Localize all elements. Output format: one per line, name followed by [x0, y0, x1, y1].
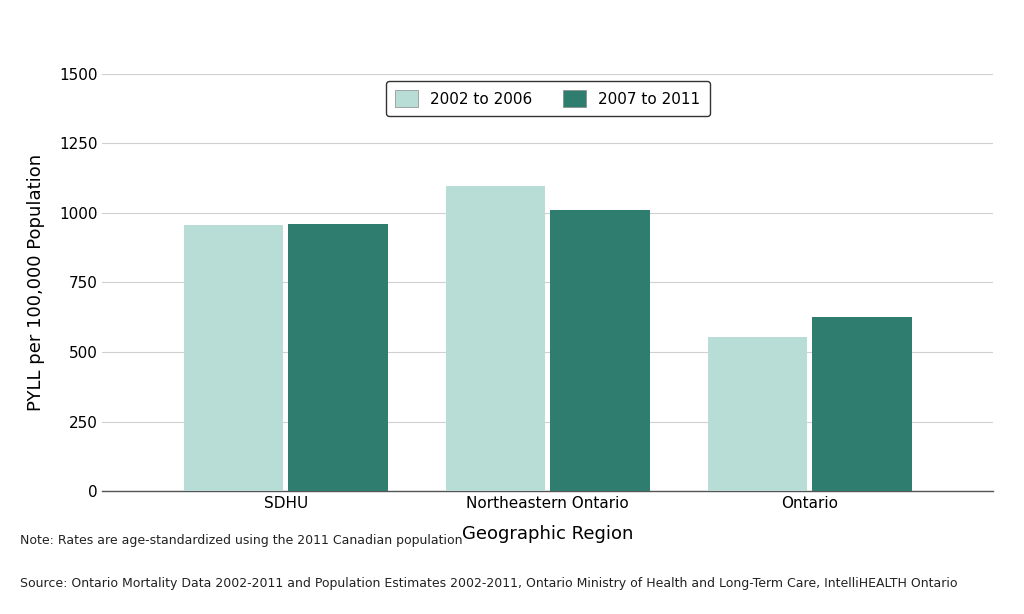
Y-axis label: PYLL per 100,000 Population: PYLL per 100,000 Population [28, 154, 45, 411]
Bar [812, 317, 912, 491]
Bar [445, 187, 545, 491]
Bar [289, 224, 388, 491]
Legend: 2002 to 2006, 2007 to 2011: 2002 to 2006, 2007 to 2011 [386, 81, 710, 116]
Bar [551, 210, 650, 491]
Bar [183, 225, 284, 491]
Text: Source: Ontario Mortality Data 2002-2011 and Population Estimates 2002-2011, Ont: Source: Ontario Mortality Data 2002-2011… [20, 577, 958, 590]
X-axis label: Geographic Region: Geographic Region [462, 525, 634, 543]
Bar [708, 336, 807, 491]
Text: Note: Rates are age-standardized using the 2011 Canadian population: Note: Rates are age-standardized using t… [20, 534, 463, 547]
